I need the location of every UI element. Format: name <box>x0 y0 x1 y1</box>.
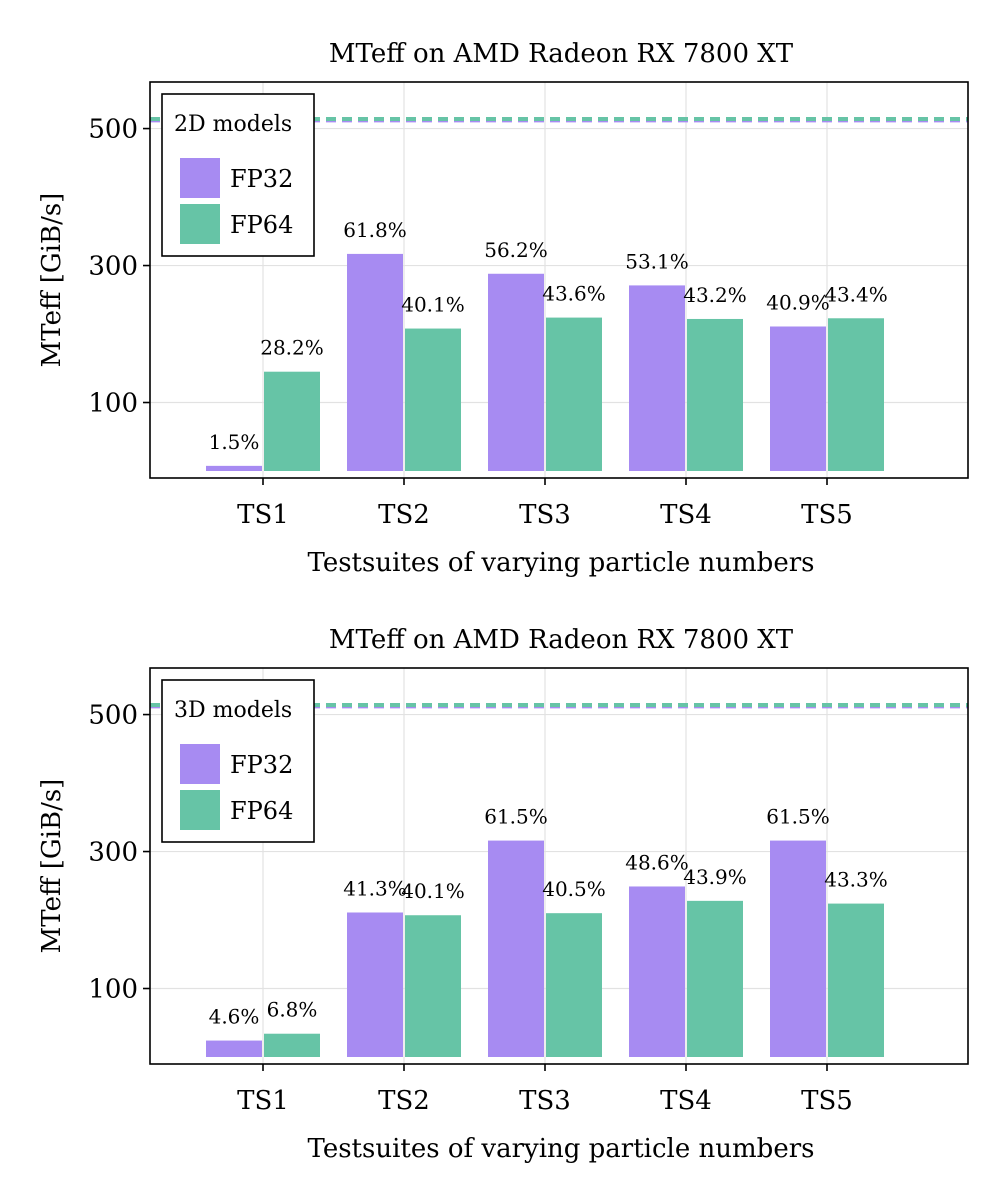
data-label: 40.5% <box>542 877 606 901</box>
y-axis-label: MTeff [GiB/s] <box>37 193 67 368</box>
data-label: 40.9% <box>766 290 830 314</box>
data-label: 4.6% <box>209 1005 260 1029</box>
chart-title: MTeff on AMD Radeon RX 7800 XT <box>329 625 794 655</box>
bar-fp64-ts4 <box>687 900 743 1057</box>
data-label: 56.2% <box>484 238 548 262</box>
x-tick-label: TS2 <box>378 500 430 530</box>
data-label: 61.5% <box>766 805 830 829</box>
x-tick-label: TS3 <box>519 1086 571 1116</box>
bar-fp32-ts4 <box>629 285 685 471</box>
data-label: 40.1% <box>401 293 465 317</box>
bar-fp32-ts2 <box>347 253 403 471</box>
data-label: 43.9% <box>683 865 747 889</box>
x-tick-label: TS4 <box>660 500 712 530</box>
bar-fp32-ts3 <box>488 273 544 471</box>
bar-fp64-ts2 <box>405 915 461 1057</box>
legend: 2D models FP32 FP64 <box>161 93 315 257</box>
data-label: 61.8% <box>343 218 407 242</box>
x-axis-label: Testsuites of varying particle numbers <box>308 548 815 578</box>
legend-swatch-fp64 <box>180 204 220 244</box>
bar-fp32-ts5 <box>770 326 826 471</box>
bar-fp32-ts3 <box>488 840 544 1057</box>
x-tick-label: TS1 <box>237 500 289 530</box>
x-axis-label: Testsuites of varying particle numbers <box>308 1134 815 1164</box>
data-label: 43.3% <box>824 868 888 892</box>
y-tick-label: 500 <box>88 701 138 731</box>
y-tick-label: 300 <box>88 252 138 282</box>
data-label: 40.1% <box>401 879 465 903</box>
chart-panel-1: MTeff on AMD Radeon RX 7800 XT 1.5% 28.2% 6… <box>37 39 969 578</box>
data-label: 41.3% <box>343 876 407 900</box>
legend-title: 2D models <box>174 112 292 137</box>
y-tick-label: 500 <box>88 115 138 145</box>
y-axis-label: MTeff [GiB/s] <box>37 779 67 954</box>
bar-fp64-ts5 <box>828 903 884 1057</box>
data-label: 43.6% <box>542 282 606 306</box>
axes-frame <box>149 667 969 1065</box>
y-tick-label: 100 <box>88 975 138 1005</box>
legend-label-fp64: FP64 <box>230 797 293 825</box>
x-tick-label: TS5 <box>801 1086 853 1116</box>
bar-fp32-ts4 <box>629 886 685 1057</box>
y-tick-label: 100 <box>88 389 138 419</box>
legend-title: 3D models <box>174 698 292 723</box>
x-tick-label: TS5 <box>801 500 853 530</box>
x-tick-label: TS1 <box>237 1086 289 1116</box>
legend-label-fp32: FP32 <box>230 165 293 193</box>
chart-panel-2: MTeff on AMD Radeon RX 7800 XT 4.6% 6.8% 41… <box>37 625 969 1164</box>
data-label: 61.5% <box>484 805 548 829</box>
data-label: 48.6% <box>625 850 689 874</box>
legend-swatch-fp32 <box>180 744 220 784</box>
bar-fp64-ts4 <box>687 318 743 471</box>
data-label: 43.2% <box>683 283 747 307</box>
bar-fp64-ts1 <box>264 1033 320 1057</box>
bar-fp64-ts5 <box>828 318 884 471</box>
bar-fp32-ts5 <box>770 840 826 1057</box>
data-label: 1.5% <box>209 430 260 454</box>
data-label: 43.4% <box>824 282 888 306</box>
axes-frame <box>149 81 969 479</box>
x-tick-label: TS3 <box>519 500 571 530</box>
y-tick-label: 300 <box>88 838 138 868</box>
bar-fp32-ts1 <box>206 1040 262 1057</box>
bar-fp64-ts3 <box>546 317 602 471</box>
x-tick-label: TS4 <box>660 1086 712 1116</box>
bar-fp64-ts3 <box>546 913 602 1057</box>
legend-label-fp32: FP32 <box>230 751 293 779</box>
x-tick-label: TS2 <box>378 1086 430 1116</box>
legend: 3D models FP32 FP64 <box>161 679 315 843</box>
data-label: 28.2% <box>260 336 324 360</box>
bar-fp64-ts2 <box>405 328 461 471</box>
data-label: 53.1% <box>625 249 689 273</box>
legend-label-fp64: FP64 <box>230 211 293 239</box>
bar-fp64-ts1 <box>264 371 320 471</box>
chart-title: MTeff on AMD Radeon RX 7800 XT <box>329 39 794 69</box>
legend-swatch-fp32 <box>180 158 220 198</box>
legend-swatch-fp64 <box>180 790 220 830</box>
data-label: 6.8% <box>267 998 318 1022</box>
bar-fp32-ts1 <box>206 465 262 471</box>
bar-fp32-ts2 <box>347 912 403 1057</box>
